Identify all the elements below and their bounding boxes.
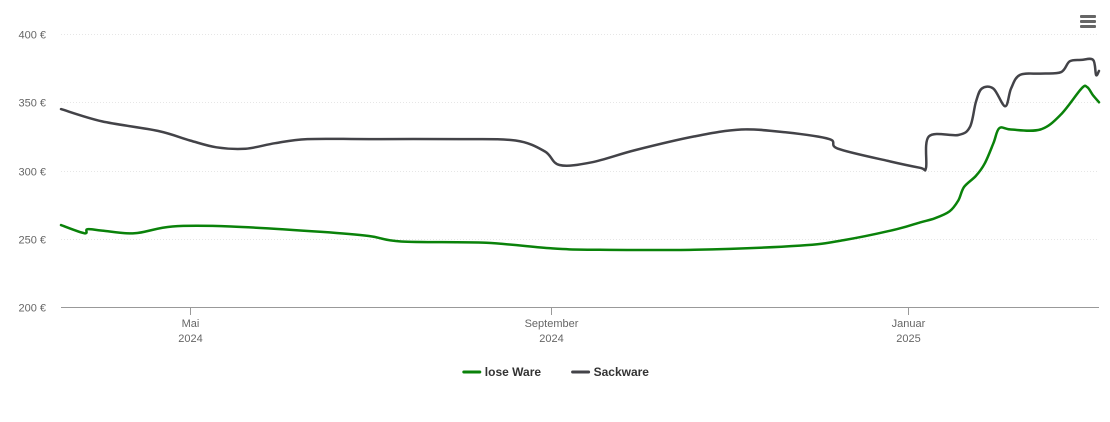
series-line-lose-ware[interactable] <box>59 84 1101 252</box>
legend[interactable]: lose Ware Sackware <box>462 365 650 379</box>
x-tick-label: September <box>525 318 579 330</box>
series-line-sackware[interactable] <box>59 57 1101 172</box>
x-tick-year-label: 2024 <box>178 333 202 345</box>
y-axis: 200 € 250 € 300 € 350 € 400 € <box>18 30 46 315</box>
grid-lines <box>61 34 1099 240</box>
y-tick-label: 350 € <box>18 98 46 110</box>
y-tick-label: 250 € <box>18 235 46 247</box>
x-tick-label: Mai <box>182 318 200 330</box>
series-lines <box>59 57 1101 252</box>
x-tick-year-label: 2024 <box>539 333 563 345</box>
x-tick-label: Januar <box>892 318 926 330</box>
y-tick-label: 400 € <box>18 30 46 42</box>
y-tick-label: 200 € <box>18 303 46 315</box>
x-axis: Mai 2024 September 2024 Januar 2025 <box>61 307 1099 345</box>
y-tick-label: 300 € <box>18 167 46 179</box>
legend-item-sackware[interactable]: Sackware <box>571 365 650 379</box>
legend-label: Sackware <box>594 365 650 379</box>
x-tick-year-label: 2025 <box>896 333 920 345</box>
legend-item-lose-ware[interactable]: lose Ware <box>462 365 542 379</box>
chart-menu-button[interactable] <box>1076 10 1100 32</box>
hamburger-menu-icon[interactable] <box>1080 15 1096 28</box>
legend-label: lose Ware <box>485 365 542 379</box>
